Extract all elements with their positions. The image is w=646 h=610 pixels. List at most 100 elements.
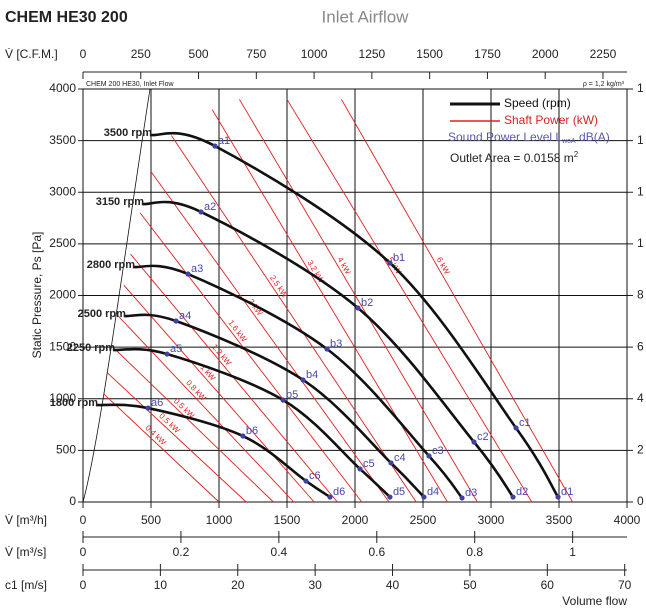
rpm-label: 3500 rpm [104, 127, 153, 139]
plot-note: CHEM 200 HE30, Inlet Flow [86, 81, 174, 88]
point-label: c1 [519, 417, 531, 429]
operating-point [388, 460, 394, 466]
operating-point [212, 143, 218, 149]
point-label: c4 [394, 452, 406, 464]
x-tick-label: 1500 [274, 513, 301, 527]
rpm-label: 2250 rpm [67, 342, 116, 354]
x-tick-label: 70 [618, 578, 632, 592]
power-line [107, 372, 247, 503]
point-label: d4 [427, 486, 439, 498]
y2-tick-label: 1 [637, 236, 644, 250]
x-tick-label: 3500 [546, 513, 573, 527]
x-tick-label: 0.2 [173, 545, 190, 559]
x-tick-label: 0 [80, 578, 87, 592]
x-tick-label: 40 [386, 578, 400, 592]
point-label: d2 [516, 486, 528, 498]
x-axis-unit: V̇ [m³/h] [5, 513, 47, 527]
point-label: d6 [333, 486, 345, 498]
power-line [112, 346, 274, 503]
x-tick-label: 10 [154, 578, 168, 592]
x-tick-label: 0 [80, 513, 87, 527]
x-tick-label: 1000 [301, 47, 328, 61]
y-tick-label: 1000 [49, 391, 76, 405]
x-tick-label: 2500 [410, 513, 437, 527]
x-tick-label: 0 [80, 545, 87, 559]
x-tick-label: 500 [189, 47, 209, 61]
rpm-label: 3150 rpm [96, 196, 145, 208]
y-tick-label: 3500 [49, 133, 76, 147]
chart-title: CHEM HE30 200 [5, 9, 128, 26]
x-tick-label: 1500 [416, 47, 443, 61]
point-label: a5 [170, 343, 182, 355]
operating-point [357, 466, 363, 472]
y-tick-label: 2000 [49, 288, 76, 302]
power-label: 0.4 kW [143, 423, 168, 447]
point-label: d3 [465, 487, 477, 499]
power-line [118, 315, 295, 503]
operating-point [555, 494, 561, 500]
point-label: b5 [286, 389, 298, 401]
x-tick-label: 1000 [206, 513, 233, 527]
power-line [103, 393, 220, 503]
plot-frame [82, 88, 628, 503]
y2-tick-label: 4 [637, 391, 644, 405]
point-label: c6 [309, 470, 321, 482]
point-label: d5 [393, 486, 405, 498]
point-label: c5 [363, 458, 375, 470]
power-line [123, 284, 315, 503]
speed-curve [112, 347, 391, 498]
y2-tick-label: 8 [637, 288, 644, 302]
rpm-label: 2800 rpm [87, 259, 136, 271]
y-tick-label: 4000 [49, 81, 76, 95]
power-label: 0.8 kW [184, 378, 208, 403]
operating-point [426, 453, 432, 459]
operating-point [280, 397, 286, 403]
y2-tick-label: 0 [637, 494, 644, 508]
y-tick-label: 2500 [49, 236, 76, 250]
operating-point [510, 494, 516, 500]
point-label: a2 [204, 201, 216, 213]
legend-label-part: dB(A) [576, 130, 610, 144]
axis-unit: c1 [m/s] [5, 578, 47, 592]
y2-tick-label: 6 [637, 339, 644, 353]
operating-point [185, 271, 191, 277]
outlet-area-sup: 2 [574, 150, 579, 159]
legend-label-part: woA [561, 138, 576, 145]
operating-point [355, 305, 361, 311]
power-line [286, 99, 533, 503]
point-label: a4 [179, 310, 191, 322]
operating-point [240, 433, 246, 439]
operating-point [324, 346, 330, 352]
y-axis-label: Static Pressure, Ps [Pa] [30, 232, 44, 359]
power-line [139, 212, 363, 503]
axis-unit: V̇ [m³/s] [5, 545, 46, 559]
power-line [211, 109, 448, 503]
operating-point [173, 318, 179, 324]
x-tick-label: 20 [231, 578, 245, 592]
x-tick-label: 500 [141, 513, 161, 527]
x-tick-label: 0.4 [271, 545, 288, 559]
legend-label: Sound Power Level LwoA dB(A) [448, 130, 610, 145]
x-axis-label: Volume flow [562, 594, 627, 608]
power-line [239, 99, 478, 503]
x-tick-label: 0.8 [466, 545, 483, 559]
x-tick-label: 750 [246, 47, 266, 61]
axis-unit: V̇ [C.F.M.] [5, 47, 58, 61]
operating-point [459, 495, 465, 501]
x-tick-label: 3000 [478, 513, 505, 527]
x-tick-label: 4000 [614, 513, 641, 527]
point-label: b1 [393, 252, 405, 264]
point-label: a1 [218, 135, 230, 147]
point-label: b4 [306, 369, 318, 381]
point-label: b2 [361, 297, 373, 309]
x-tick-label: 50 [463, 578, 477, 592]
operating-point [387, 494, 393, 500]
x-tick-label: 1750 [474, 47, 501, 61]
operating-point [164, 351, 170, 357]
point-label: a3 [191, 263, 203, 275]
point-label: d1 [561, 486, 573, 498]
power-line [150, 171, 390, 503]
y-tick-label: 1500 [49, 339, 76, 353]
point-label: b3 [330, 338, 342, 350]
x-tick-label: 250 [131, 47, 151, 61]
